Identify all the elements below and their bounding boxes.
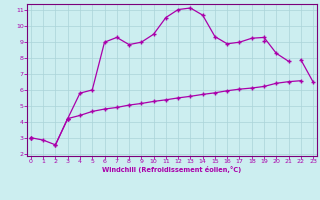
- X-axis label: Windchill (Refroidissement éolien,°C): Windchill (Refroidissement éolien,°C): [102, 166, 242, 173]
